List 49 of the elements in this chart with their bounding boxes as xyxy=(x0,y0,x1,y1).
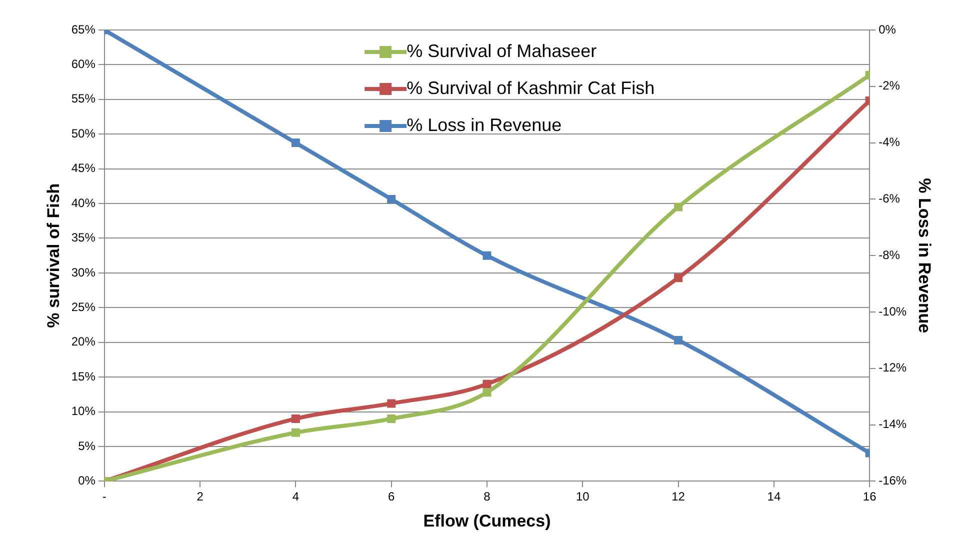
y-tick-label: 20% xyxy=(71,334,96,349)
x-tick-label: 10 xyxy=(576,490,590,504)
y2-tick-label: -10% xyxy=(878,304,907,318)
y2-tick-label: -6% xyxy=(878,192,900,206)
point xyxy=(387,194,396,204)
y2-tick-label: -14% xyxy=(878,417,907,432)
y-tick-label: 45% xyxy=(71,161,96,176)
y2-tick-label: -4% xyxy=(878,135,900,150)
x-tick-label: 12 xyxy=(672,490,686,504)
x-axis-title: Eflow (Cumecs) xyxy=(423,511,551,530)
y-axis-title: % survival of Fish xyxy=(44,183,63,328)
y2-tick-label: 0% xyxy=(878,22,896,36)
point xyxy=(674,274,683,282)
y-tick-label: 15% xyxy=(71,369,96,384)
y-tick-label: 0% xyxy=(78,474,96,488)
point xyxy=(482,388,492,397)
y-tick-label: 50% xyxy=(71,126,96,140)
x-tick-label: 14 xyxy=(767,490,781,504)
y-tick-label: 60% xyxy=(71,57,96,72)
x-tick-label: 4 xyxy=(292,490,300,504)
y2-tick-label: -2% xyxy=(878,78,900,93)
y-tick-label: 30% xyxy=(71,265,96,280)
point xyxy=(291,428,300,437)
y-tick-label: 5% xyxy=(78,438,96,453)
point xyxy=(387,414,396,423)
x-tick-label: 8 xyxy=(484,490,491,504)
y2-axis-title: % Loss in Revenue xyxy=(915,178,934,334)
y2-tick-label: -12% xyxy=(878,360,907,375)
point xyxy=(291,414,300,423)
y-tick-label: 25% xyxy=(71,300,96,314)
y2-tick-label: -8% xyxy=(878,248,900,262)
legend-label: % Survival of Kashmir Cat Fish xyxy=(406,78,655,98)
y2-tick-label: -16% xyxy=(878,474,907,488)
legend-label: % Survival of Mahaseer xyxy=(406,40,597,61)
x-tick-label: 2 xyxy=(196,490,204,504)
point xyxy=(291,138,300,148)
legend-label: % Loss in Revenue xyxy=(406,114,562,135)
y-tick-label: 35% xyxy=(71,230,96,245)
x-tick-label: 6 xyxy=(388,490,396,504)
x-tick-label: - xyxy=(102,490,106,504)
point xyxy=(482,251,492,260)
y-tick-label: 40% xyxy=(71,196,96,210)
x-tick-label: 16 xyxy=(862,490,877,504)
y-tick-label: 55% xyxy=(71,92,96,106)
y-tick-label: 65% xyxy=(71,22,96,36)
point xyxy=(674,202,683,212)
y-tick-label: 10% xyxy=(71,404,96,418)
point xyxy=(674,336,683,344)
point xyxy=(387,399,396,408)
